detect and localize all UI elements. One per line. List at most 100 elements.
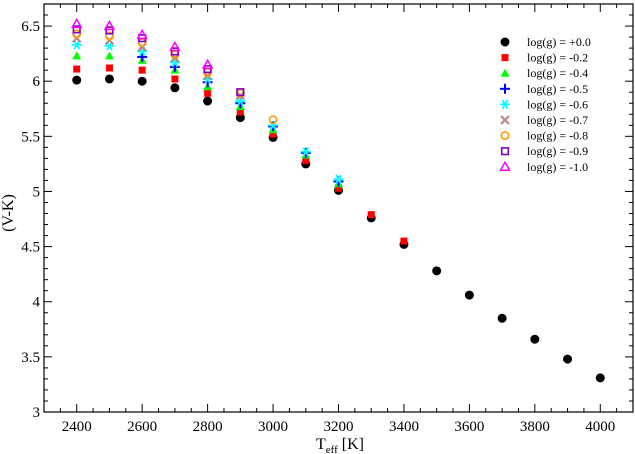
data-point bbox=[300, 147, 311, 157]
data-point bbox=[170, 83, 180, 93]
data-point bbox=[563, 354, 573, 364]
legend-label: log(g) = -0.6 bbox=[527, 97, 588, 111]
x-axis-title-unit: [K] bbox=[338, 436, 364, 453]
data-point bbox=[71, 40, 82, 50]
legend-entry: log(g) = +0.0 bbox=[500, 35, 591, 49]
data-point bbox=[432, 266, 442, 276]
x-tick-label: 2800 bbox=[193, 419, 223, 435]
data-point bbox=[530, 334, 540, 344]
legend-entry: log(g) = -0.7 bbox=[500, 113, 588, 127]
data-point bbox=[73, 65, 81, 73]
data-point bbox=[204, 89, 212, 97]
data-point bbox=[72, 51, 82, 60]
series-layer bbox=[70, 17, 605, 383]
y-tick-label: 6 bbox=[33, 74, 41, 90]
data-point bbox=[72, 75, 82, 85]
legend-entry: log(g) = -1.0 bbox=[499, 160, 588, 174]
legend-marker bbox=[500, 37, 510, 47]
data-point bbox=[104, 51, 114, 60]
data-point bbox=[136, 28, 148, 40]
x-tick-label: 4000 bbox=[585, 419, 615, 435]
legend-label: log(g) = -0.2 bbox=[527, 51, 588, 65]
x-tick-label: 2400 bbox=[62, 419, 92, 435]
x-tick-label: 3200 bbox=[324, 419, 354, 435]
data-point bbox=[105, 26, 114, 35]
y-tick-label: 5 bbox=[33, 184, 41, 200]
data-point bbox=[367, 211, 375, 219]
legend-marker bbox=[499, 160, 511, 172]
data-point bbox=[268, 115, 278, 125]
y-tick-label: 4.5 bbox=[21, 240, 40, 256]
x-tick-label: 3000 bbox=[258, 419, 288, 435]
data-point bbox=[497, 313, 507, 323]
data-point bbox=[104, 74, 114, 84]
legend-label: log(g) = +0.0 bbox=[527, 35, 591, 49]
legend-entry: log(g) = -0.6 bbox=[500, 97, 588, 111]
x-axis-title-subscript: eff bbox=[326, 444, 338, 454]
data-point bbox=[201, 58, 214, 69]
data-point bbox=[203, 64, 212, 74]
data-point bbox=[169, 40, 181, 52]
axes: 2400 2600 2800 3000 3200 3400 3600 3800 4000 3 3.5… bbox=[21, 3, 634, 435]
series-8 bbox=[70, 17, 214, 69]
legend-marker bbox=[500, 68, 510, 77]
legend-label: log(g) = -0.7 bbox=[527, 113, 588, 127]
data-point bbox=[72, 25, 81, 34]
x-axis-title: Teff [K] bbox=[316, 436, 364, 454]
series-0 bbox=[72, 74, 605, 383]
data-point bbox=[137, 51, 148, 62]
legend-entry: log(g) = -0.8 bbox=[500, 129, 588, 143]
legend-label: log(g) = -1.0 bbox=[527, 160, 588, 174]
series-7 bbox=[72, 25, 245, 97]
legend-entry: log(g) = -0.5 bbox=[500, 82, 588, 96]
legend-marker bbox=[500, 99, 510, 110]
x-tick-label: 3400 bbox=[389, 419, 419, 435]
y-axis-title: (V-K) bbox=[0, 194, 17, 232]
legend-entry: log(g) = -0.4 bbox=[500, 66, 588, 80]
data-point bbox=[236, 88, 245, 97]
legend-label: log(g) = -0.4 bbox=[527, 66, 588, 80]
legend-entry: log(g) = -0.2 bbox=[501, 51, 588, 65]
data-point bbox=[203, 96, 213, 106]
series-5 bbox=[72, 33, 246, 101]
legend-label: log(g) = -0.5 bbox=[527, 82, 588, 96]
data-point bbox=[103, 20, 116, 31]
legend-marker bbox=[500, 131, 510, 141]
y-tick-label: 5.5 bbox=[21, 129, 40, 145]
data-point bbox=[170, 47, 179, 56]
legend-marker bbox=[501, 54, 509, 62]
data-point bbox=[70, 17, 83, 29]
data-point bbox=[137, 76, 147, 86]
data-point bbox=[400, 237, 408, 245]
y-tick-label: 3.5 bbox=[21, 350, 40, 366]
x-tick-label: 2600 bbox=[127, 419, 157, 435]
data-point bbox=[236, 108, 244, 116]
data-point bbox=[72, 29, 82, 39]
data-point bbox=[302, 157, 310, 165]
x-tick-label: 3600 bbox=[454, 419, 484, 435]
data-point bbox=[269, 130, 277, 138]
data-point bbox=[595, 373, 605, 383]
data-point bbox=[335, 184, 342, 192]
legend-marker bbox=[500, 83, 510, 94]
legend-label: log(g) = -0.9 bbox=[527, 144, 588, 158]
data-point bbox=[464, 290, 474, 300]
legend-marker bbox=[500, 115, 510, 125]
y-tick-label: 4 bbox=[33, 295, 41, 311]
legend-label: log(g) = -0.8 bbox=[527, 129, 588, 143]
legend-entry: log(g) = -0.9 bbox=[500, 144, 588, 158]
y-tick-label: 3 bbox=[33, 405, 41, 421]
data-point bbox=[104, 31, 114, 41]
data-point bbox=[333, 174, 344, 185]
series-1 bbox=[73, 64, 408, 245]
x-tick-label: 3800 bbox=[520, 419, 550, 435]
data-point bbox=[105, 64, 113, 72]
x-axis-title-main: T bbox=[316, 436, 326, 453]
data-point bbox=[171, 75, 179, 83]
y-tick-label: 6.5 bbox=[21, 19, 40, 35]
plot-frame bbox=[43, 3, 634, 413]
legend-marker bbox=[500, 147, 510, 156]
data-point bbox=[138, 66, 146, 74]
